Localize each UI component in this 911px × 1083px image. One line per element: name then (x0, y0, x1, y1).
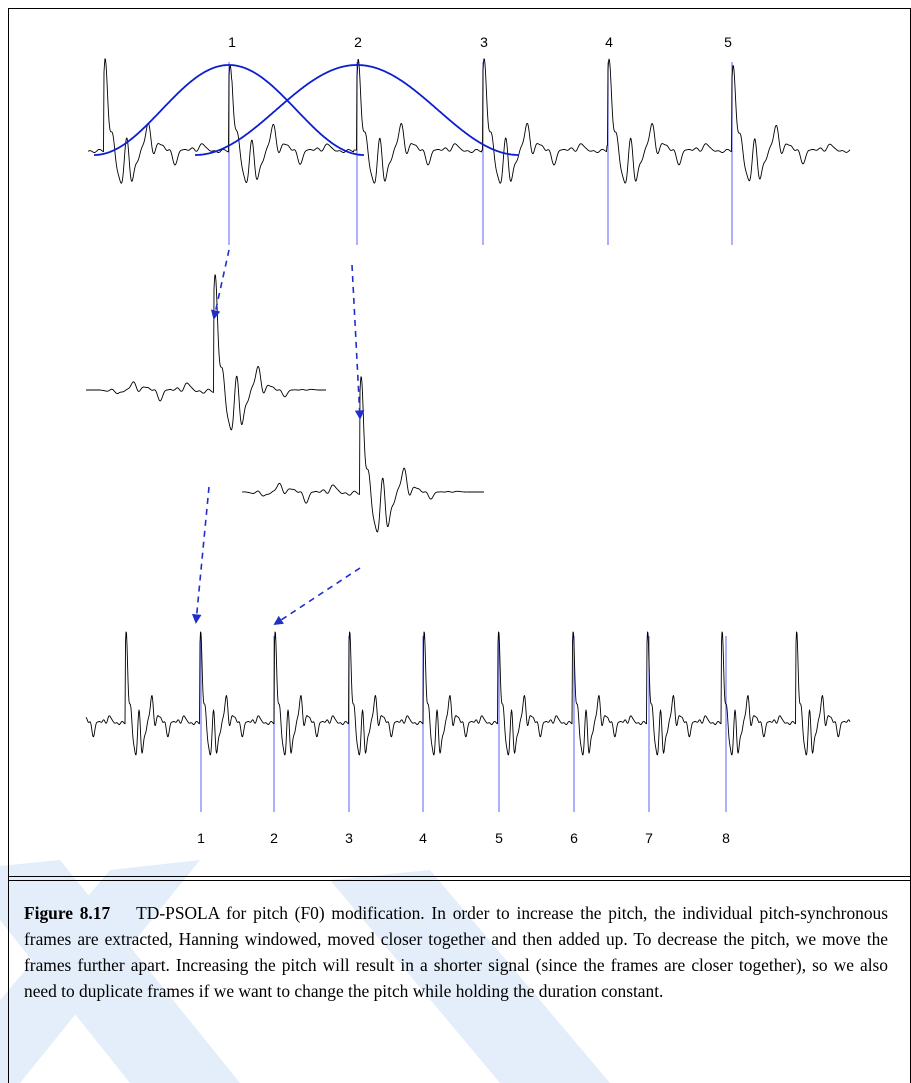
bottom-label-7: 7 (645, 830, 653, 846)
arrow-top2-to-frame2 (351, 264, 365, 420)
top-label-2: 2 (354, 34, 362, 50)
bottom-label-3: 3 (345, 830, 353, 846)
figure-label: Figure 8.17 (24, 903, 111, 923)
bottom-label-2: 2 (270, 830, 278, 846)
bottom-label-4: 4 (419, 830, 427, 846)
top-label-5: 5 (724, 34, 732, 50)
hanning-window-1 (94, 64, 364, 156)
hanning-window-2 (195, 64, 519, 156)
top-label-3: 3 (480, 34, 488, 50)
bottom-waveform (85, 631, 851, 756)
caption-divider-top (8, 876, 911, 877)
arrow-top1-to-frame1 (210, 249, 230, 320)
frame2-path (242, 376, 484, 533)
caption-divider-bottom (8, 880, 911, 881)
arrow-frame2-to-bottom2 (273, 567, 361, 626)
bottom-label-1: 1 (197, 830, 205, 846)
arrow-frame1-to-bottom1 (191, 486, 210, 624)
bottom-label-6: 6 (570, 830, 578, 846)
extracted-frame-1 (86, 274, 326, 431)
top-label-4: 4 (605, 34, 613, 50)
figure-caption: Figure 8.17 TD-PSOLA for pitch (F0) modif… (24, 900, 888, 1004)
frame1-path (86, 274, 326, 431)
top-label-1: 1 (228, 34, 236, 50)
td-psola-diagram: 1 2 3 4 5 1 2 3 4 5 6 7 8 (85, 34, 851, 846)
top-waveform (87, 58, 851, 184)
bottom-signal-path (85, 631, 851, 756)
extracted-frame-2 (242, 376, 484, 533)
transfer-arrows (191, 249, 365, 626)
hanning-windows (94, 64, 519, 156)
bottom-label-8: 8 (722, 830, 730, 846)
top-signal-path (87, 58, 851, 184)
caption-text: TD-PSOLA for pitch (F0) modification. In… (24, 903, 888, 1001)
bottom-label-5: 5 (495, 830, 503, 846)
